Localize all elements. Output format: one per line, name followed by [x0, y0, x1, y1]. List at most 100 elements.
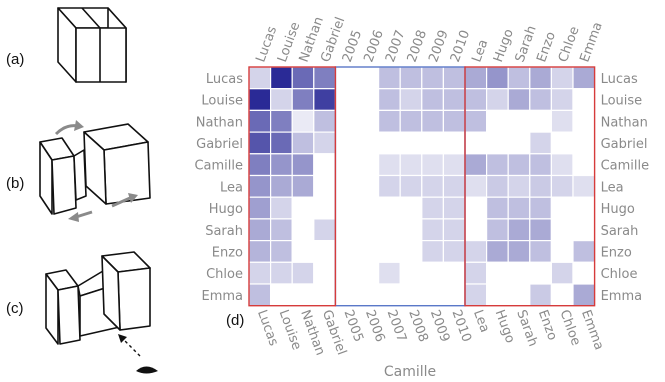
matrix-cell [442, 174, 466, 198]
matrix-cell [529, 66, 552, 90]
column-labels-top: LucasLouiseNathanGabriel2005200620072008… [253, 15, 605, 65]
matrix-cell [464, 196, 488, 220]
matrix-cell [378, 88, 401, 111]
matrix-cell [356, 174, 380, 198]
matrix-cell [291, 240, 315, 263]
matrix-cell [421, 261, 444, 285]
matrix-cell [313, 218, 336, 242]
matrix-cell [313, 66, 336, 90]
matrix-cell [248, 196, 272, 220]
matrix-cell [334, 88, 358, 111]
matrix-cell [399, 88, 423, 111]
matrix-cell [313, 261, 336, 285]
column-label-bottom: Lea [470, 308, 492, 335]
matrix-cell [550, 109, 574, 133]
matrix-cell [529, 240, 552, 263]
cube-b-diagram [39, 123, 151, 215]
matrix-cell [248, 174, 272, 198]
matrix-cell [529, 218, 552, 242]
matrix-cell [572, 261, 596, 285]
matrix-cell [464, 240, 488, 263]
matrix-cell [334, 283, 358, 307]
row-label-left: Enzo [212, 245, 243, 260]
view-direction-arrowhead [118, 334, 127, 343]
matrix-cell [421, 131, 444, 155]
matrix-cell [334, 66, 358, 90]
matrix-cell [486, 174, 509, 198]
matrix-cell [270, 196, 293, 220]
matrix-cell [572, 109, 596, 133]
matrix-cell [529, 88, 552, 111]
eye-icon [136, 366, 158, 374]
matrix-cell [529, 153, 552, 177]
matrix-cell [550, 261, 574, 285]
column-label-bottom: Emma [578, 308, 606, 352]
row-labels-right: Lucas Louise Nathan Gabriel Camille Lea Hugo Sa… [601, 72, 650, 304]
matrix-cell [356, 131, 380, 155]
matrix-cell [399, 240, 423, 263]
row-label-right: Sarah [601, 224, 639, 239]
matrix-cell [529, 109, 552, 133]
matrix-cell [421, 240, 444, 263]
matrix-cell [399, 66, 423, 90]
matrix-cell [378, 66, 401, 90]
row-label-left: Lucas [206, 72, 243, 87]
matrix-cell [399, 153, 423, 177]
matrix-cell [291, 131, 315, 155]
panel-label-a: (a) [6, 51, 24, 68]
matrix-cell [291, 196, 315, 220]
matrix-cell [572, 196, 596, 220]
matrix-cell [313, 196, 336, 220]
matrix-cell [550, 88, 574, 111]
matrix-cell [442, 88, 466, 111]
matrix-cell [291, 218, 315, 242]
matrix-cell [356, 283, 380, 307]
matrix-cell [550, 240, 574, 263]
matrix-cell [442, 283, 466, 307]
matrix-bottom-title: Camille [384, 364, 436, 380]
matrix-frames [248, 66, 596, 307]
matrix-cell [378, 109, 401, 133]
matrix-cell [291, 283, 315, 307]
matrix-cell [486, 283, 509, 307]
matrix-cell [464, 66, 488, 90]
matrix-cell [356, 109, 380, 133]
matrix-cell [313, 88, 336, 111]
matrix-cell [313, 109, 336, 133]
matrix-cell [529, 283, 552, 307]
row-label-right: Camille [601, 159, 650, 174]
matrix-cell [572, 240, 596, 263]
matrix-cell [507, 131, 531, 155]
matrix-cell [248, 261, 272, 285]
matrix-cell [356, 66, 380, 90]
matrix-cell [464, 261, 488, 285]
matrix-cell [356, 218, 380, 242]
matrix-cell [442, 153, 466, 177]
matrix-cell [507, 88, 531, 111]
matrix-cell [507, 240, 531, 263]
matrix-cell [270, 174, 293, 198]
row-label-left: Sarah [205, 224, 243, 239]
matrix-cell [291, 88, 315, 111]
matrix-cell [270, 153, 293, 177]
matrix-cell [291, 174, 315, 198]
matrix-cell [356, 153, 380, 177]
matrix-cells [248, 66, 596, 307]
matrix-cell [421, 218, 444, 242]
matrix-cell [572, 174, 596, 198]
matrix-cell [378, 240, 401, 263]
matrix-cell [486, 109, 509, 133]
matrix-cell [334, 240, 358, 263]
matrix-cell [486, 218, 509, 242]
matrix-cell [442, 131, 466, 155]
matrix-cell [486, 131, 509, 155]
matrix-cell [421, 109, 444, 133]
rotation-arrows [54, 120, 138, 222]
matrix-cell [248, 218, 272, 242]
row-label-left: Lea [220, 180, 243, 195]
matrix-cell [572, 218, 596, 242]
matrix-cell [248, 153, 272, 177]
matrix-cell [421, 88, 444, 111]
matrix-cell [399, 196, 423, 220]
matrix-cell [442, 196, 466, 220]
